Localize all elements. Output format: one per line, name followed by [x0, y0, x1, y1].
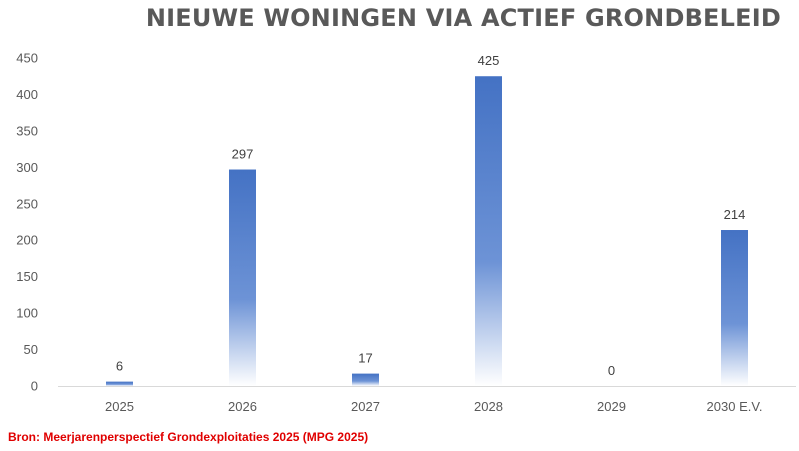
y-tick-label: 300: [16, 160, 38, 175]
bar: [229, 169, 256, 386]
y-tick-label: 0: [31, 379, 38, 394]
x-tick-label: 2025: [105, 399, 134, 414]
y-axis: 0 50 100 150 200 250 300 350 400 450: [16, 51, 38, 394]
bar: [721, 230, 748, 386]
data-label: 6: [116, 359, 123, 374]
data-label: 214: [724, 207, 746, 222]
y-tick-label: 350: [16, 123, 38, 138]
data-label: 17: [358, 351, 372, 366]
bar: [352, 373, 379, 386]
bars: [106, 76, 748, 386]
data-label: 425: [478, 53, 500, 68]
x-tick-label: 2029: [597, 399, 626, 414]
y-tick-label: 150: [16, 269, 38, 284]
x-tick-label: 2027: [351, 399, 380, 414]
y-tick-label: 450: [16, 51, 38, 66]
y-tick-label: 200: [16, 233, 38, 248]
chart-title: NIEUWE WONINGEN VIA ACTIEF GRONDBELEID: [145, 4, 781, 32]
bar: [475, 76, 502, 386]
y-tick-label: 400: [16, 87, 38, 102]
data-label: 297: [232, 147, 254, 162]
source-note: Bron: Meerjarenperspectief Grondexploita…: [8, 430, 369, 444]
y-tick-label: 50: [24, 342, 38, 357]
x-tick-label: 2026: [228, 399, 257, 414]
data-label: 0: [608, 363, 615, 378]
x-axis: 2025 2026 2027 2028 2029 2030 E.V.: [58, 386, 796, 414]
x-tick-label: 2028: [474, 399, 503, 414]
x-tick-label: 2030 E.V.: [707, 399, 763, 414]
bar: [106, 381, 133, 386]
y-tick-label: 100: [16, 306, 38, 321]
y-tick-label: 250: [16, 196, 38, 211]
data-labels: 6 297 17 425 0 214: [116, 53, 745, 378]
